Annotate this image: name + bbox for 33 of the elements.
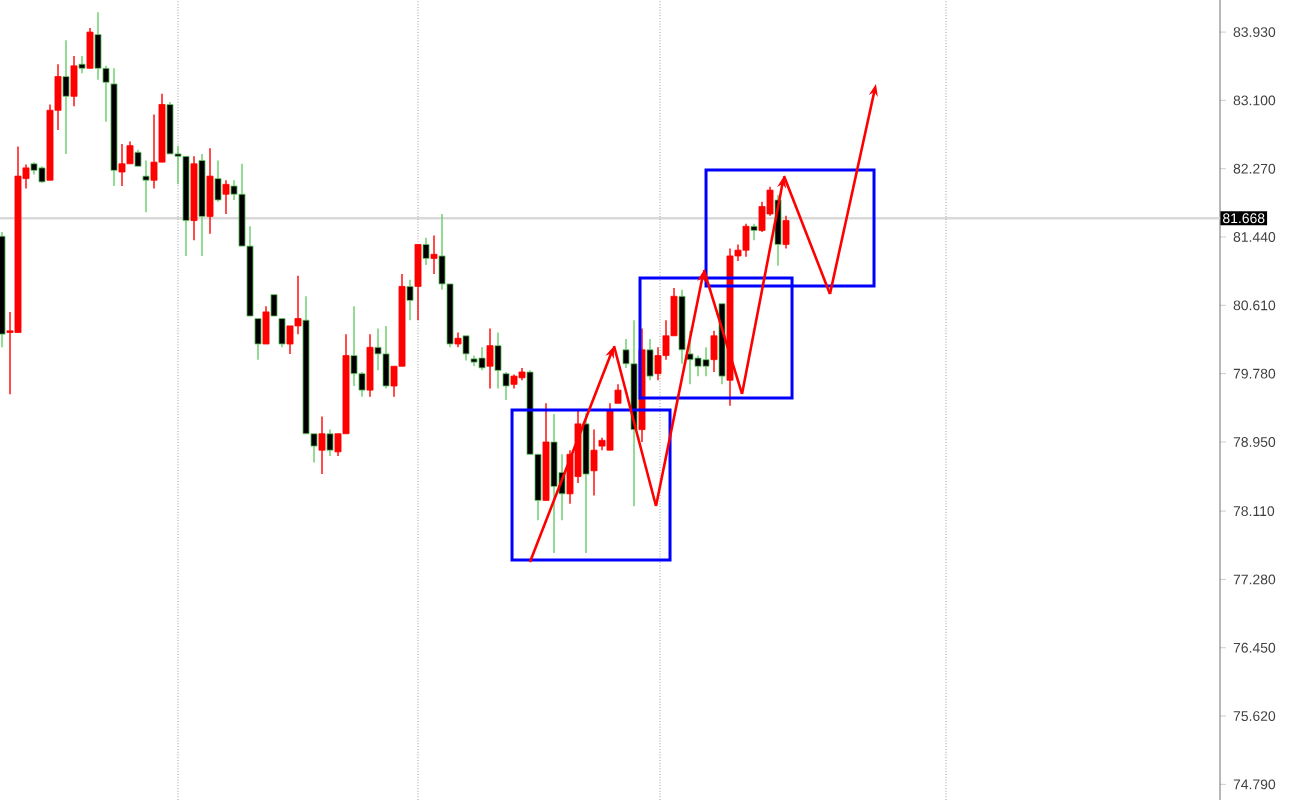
candlestick bbox=[702, 346, 710, 377]
candlestick bbox=[326, 428, 334, 457]
candlestick bbox=[550, 413, 558, 554]
candlestick bbox=[318, 415, 326, 475]
candlestick bbox=[590, 428, 598, 497]
candlestick bbox=[86, 27, 94, 69]
candlestick bbox=[78, 55, 86, 74]
candlestick bbox=[422, 237, 430, 266]
candlestick bbox=[206, 147, 214, 235]
candlestick bbox=[710, 330, 718, 373]
candlestick bbox=[118, 143, 126, 187]
candlestick bbox=[142, 159, 150, 214]
candlestick bbox=[254, 317, 262, 361]
candlestick bbox=[262, 305, 270, 345]
candlestick bbox=[430, 234, 438, 275]
candlestick bbox=[278, 317, 286, 349]
candlestick bbox=[646, 338, 654, 381]
candlestick bbox=[494, 331, 502, 390]
candlestick bbox=[782, 214, 790, 250]
candlestick bbox=[406, 279, 414, 321]
candlestick bbox=[486, 327, 494, 390]
candlestick bbox=[270, 293, 278, 317]
candlestick bbox=[222, 179, 230, 215]
candlestick bbox=[478, 346, 486, 372]
candlestick bbox=[462, 335, 470, 362]
candlestick bbox=[214, 159, 222, 203]
candlestick bbox=[62, 39, 70, 155]
candlestick bbox=[382, 325, 390, 390]
candlestick bbox=[366, 333, 374, 398]
candlestick bbox=[70, 55, 78, 107]
candlestick bbox=[750, 223, 758, 242]
candlestick bbox=[742, 223, 750, 258]
candlestick bbox=[414, 243, 422, 321]
